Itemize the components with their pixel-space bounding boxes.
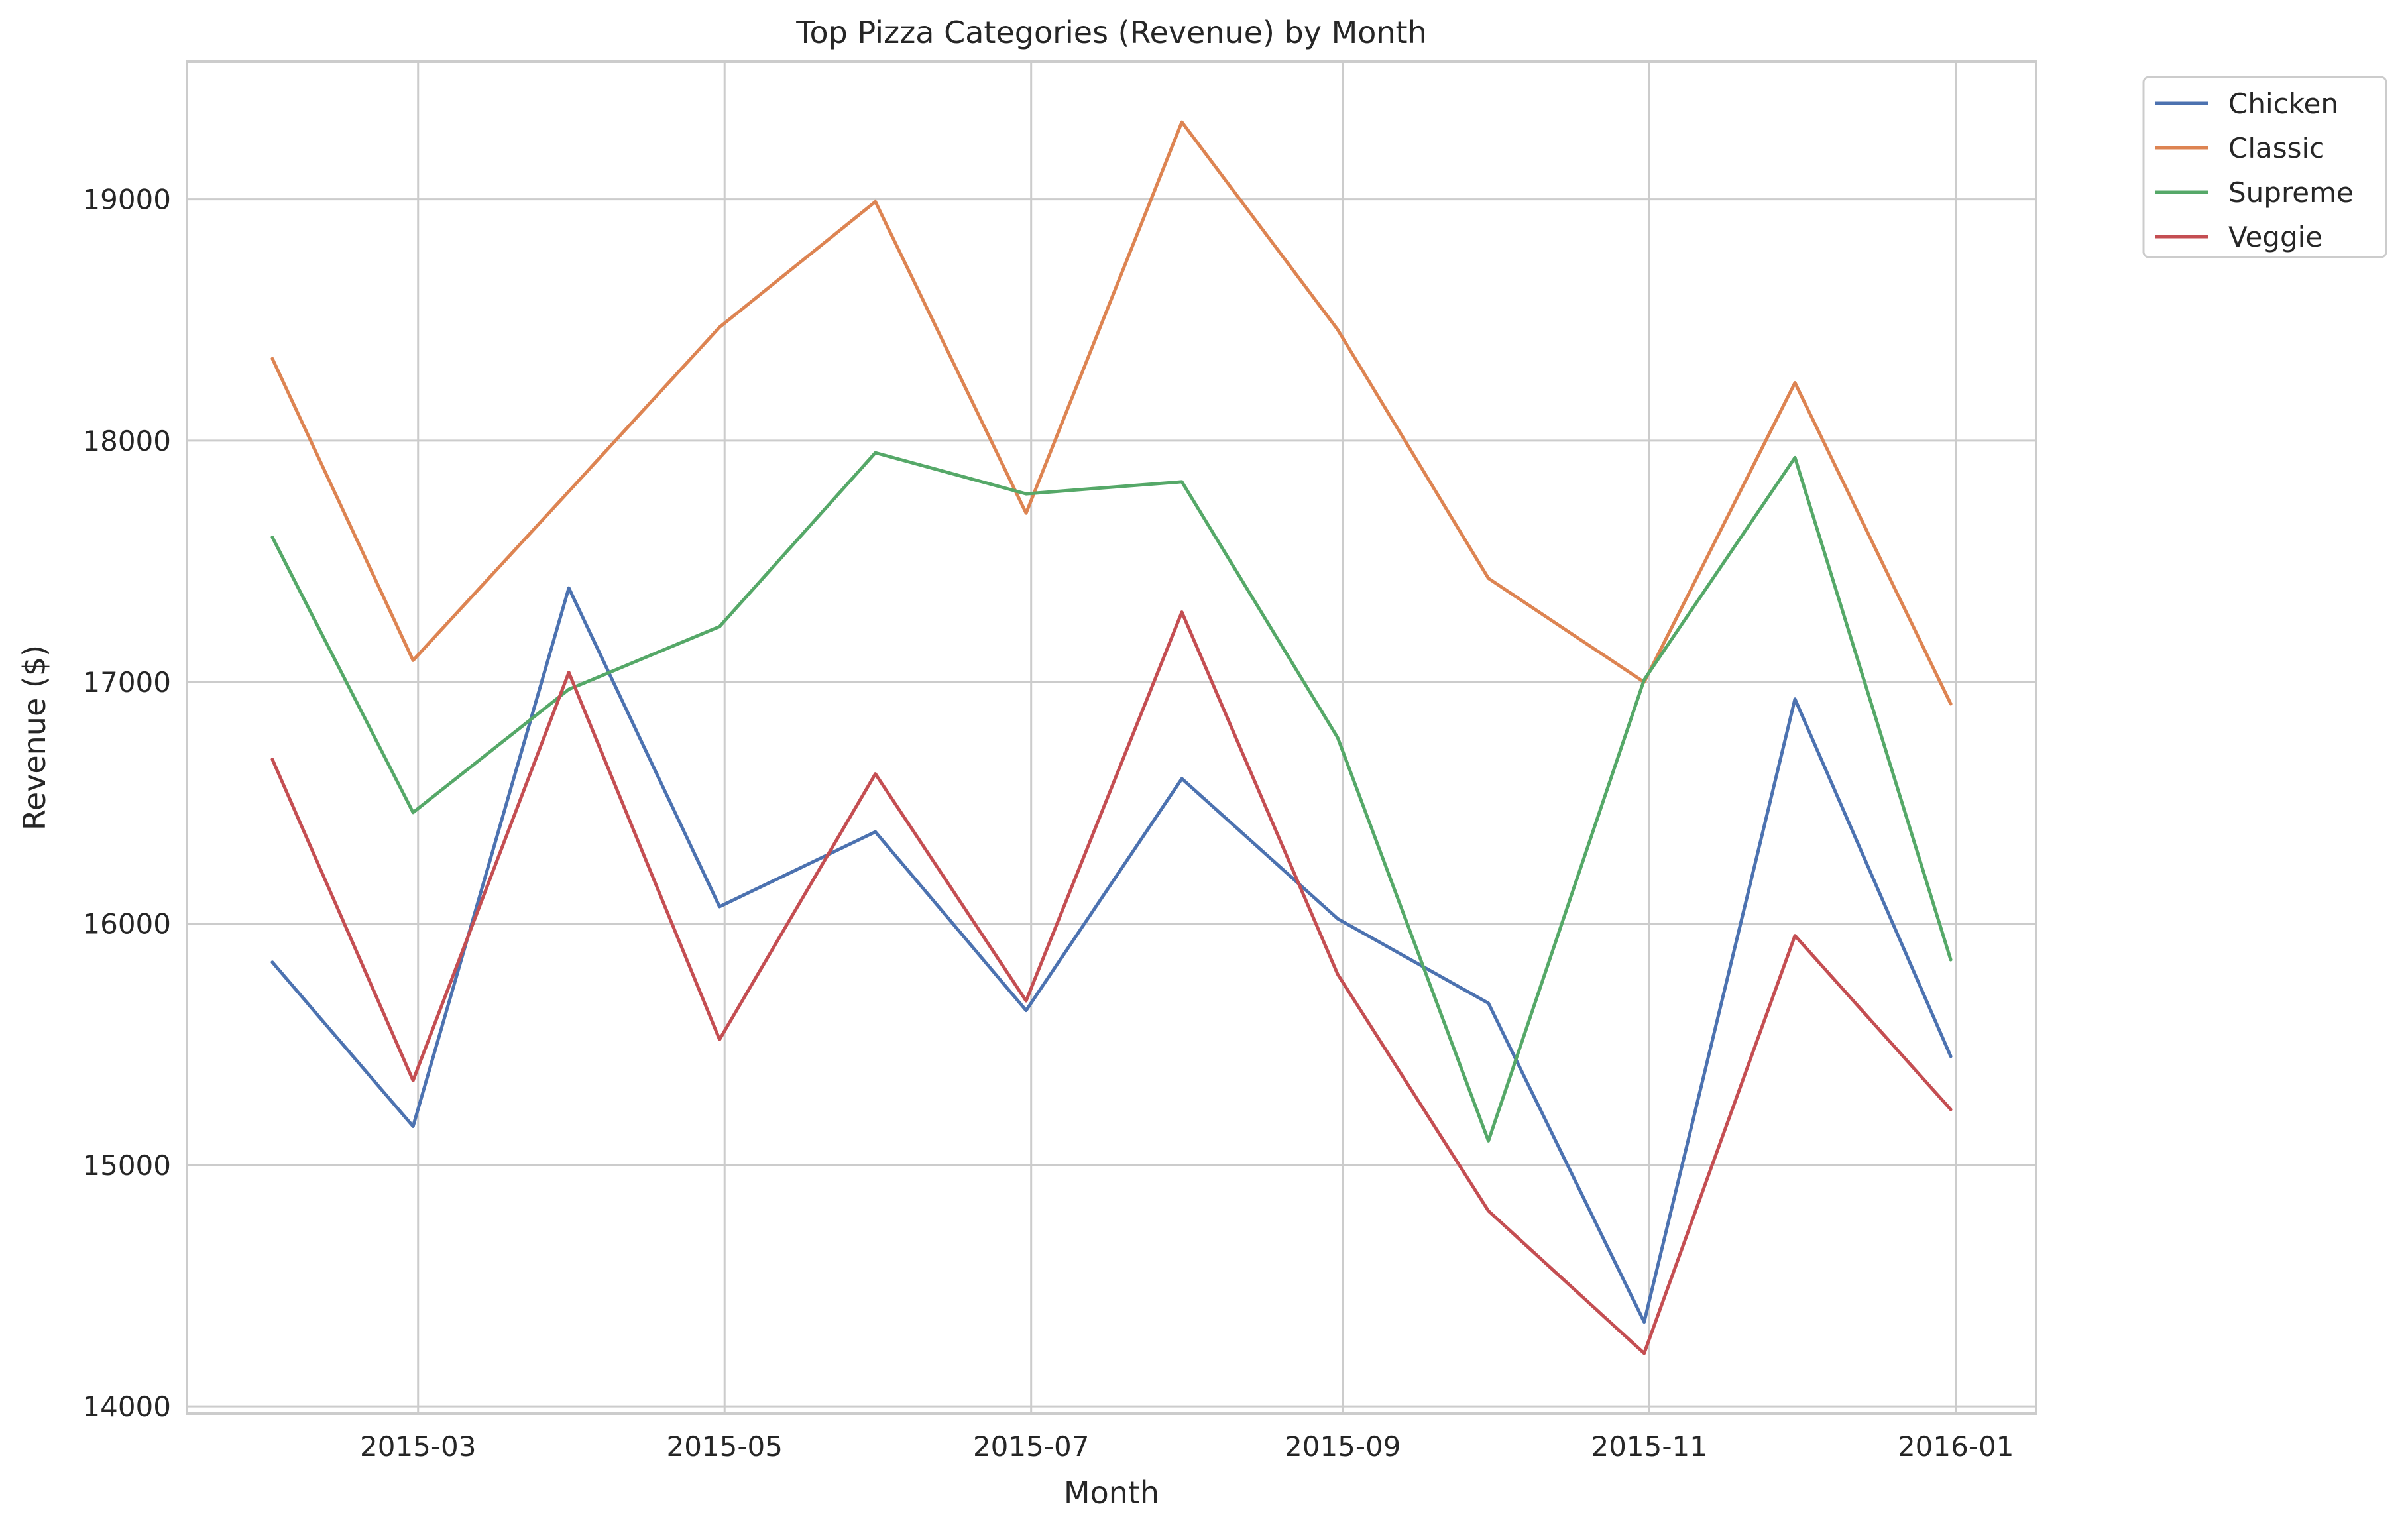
y-tick-label: 19000: [82, 184, 171, 216]
y-tick-label: 17000: [82, 666, 171, 699]
x-axis-ticks: 2015-03 2015-05 2015-07 2015-09 2015-11 2016-…: [360, 1430, 2014, 1463]
grid: [187, 62, 2036, 1414]
series-lines: [270, 120, 1953, 1355]
x-axis-label: Month: [1064, 1475, 1159, 1510]
y-axis-ticks: 14000 15000 16000 17000 18000 19000: [82, 184, 171, 1423]
y-tick-label: 15000: [82, 1149, 171, 1182]
x-tick-label: 2015-03: [360, 1430, 477, 1463]
x-tick-label: 2015-07: [973, 1430, 1090, 1463]
x-tick-label: 2015-09: [1285, 1430, 1401, 1463]
chart-title: Top Pizza Categories (Revenue) by Month: [795, 15, 1427, 50]
legend-label-supreme: Supreme: [2228, 176, 2354, 209]
y-axis-label: Revenue ($): [17, 645, 52, 830]
series-line-classic: [270, 120, 1953, 706]
x-tick-label: 2015-11: [1591, 1430, 1707, 1463]
legend: Chicken Classic Supreme Veggie: [2142, 76, 2387, 258]
legend-label-classic: Classic: [2228, 132, 2324, 164]
plot-frame: [186, 60, 2037, 1415]
legend-label-veggie: Veggie: [2228, 221, 2322, 253]
legend-label-chicken: Chicken: [2228, 87, 2338, 120]
y-tick-label: 14000: [82, 1390, 171, 1423]
series-line-chicken: [270, 586, 1953, 1324]
x-tick-label: 2016-01: [1898, 1430, 2014, 1463]
y-tick-label: 18000: [82, 425, 171, 457]
series-line-veggie: [270, 610, 1953, 1355]
y-tick-label: 16000: [82, 908, 171, 940]
legend-box: [2142, 76, 2387, 258]
series-line-supreme: [270, 451, 1953, 1143]
x-tick-label: 2015-05: [666, 1430, 783, 1463]
